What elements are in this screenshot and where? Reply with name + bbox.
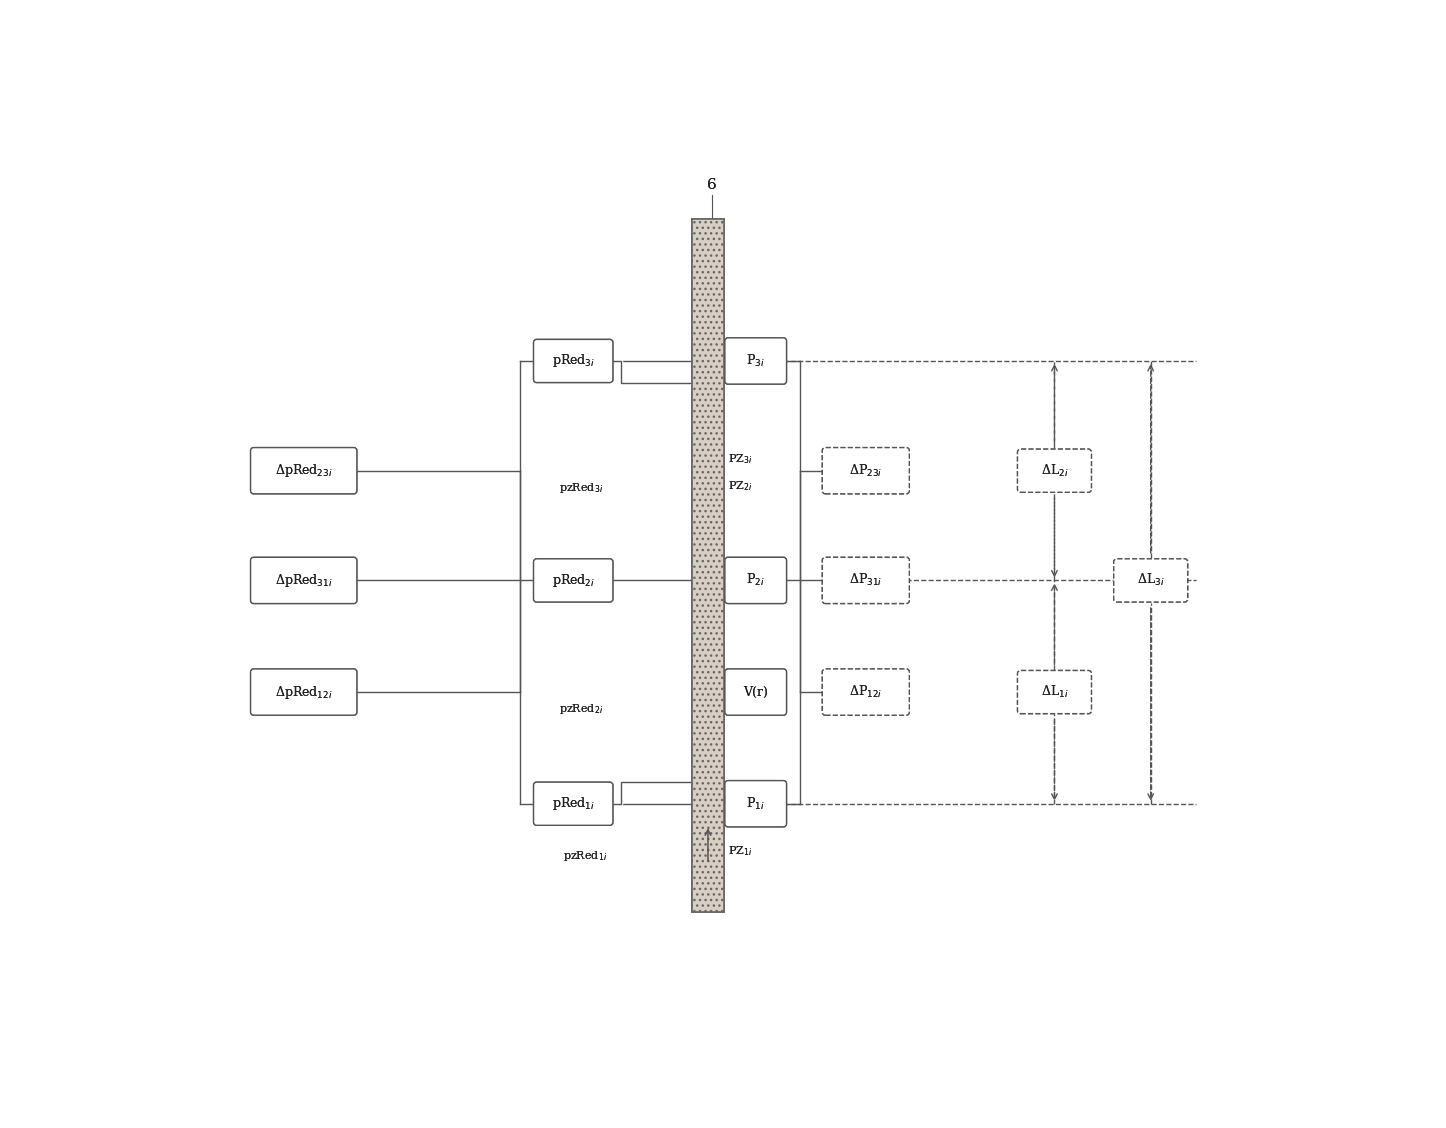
Text: PZ$_{1i}$: PZ$_{1i}$ (727, 845, 752, 858)
Text: ΔpRed$_{12i}$: ΔpRed$_{12i}$ (275, 684, 333, 700)
FancyBboxPatch shape (1113, 558, 1187, 602)
FancyBboxPatch shape (724, 557, 787, 603)
Text: pzRed$_{1i}$: pzRed$_{1i}$ (562, 849, 607, 863)
Text: ΔP$_{23i}$: ΔP$_{23i}$ (849, 462, 882, 478)
Bar (691, 219, 724, 911)
Text: ΔL$_{2i}$: ΔL$_{2i}$ (1041, 462, 1069, 478)
Text: pzRed$_{1i}$: pzRed$_{1i}$ (562, 849, 607, 863)
Text: P$_{1i}$: P$_{1i}$ (746, 795, 765, 812)
FancyBboxPatch shape (250, 669, 357, 715)
FancyBboxPatch shape (823, 448, 910, 494)
FancyBboxPatch shape (250, 448, 357, 494)
FancyBboxPatch shape (534, 558, 613, 602)
FancyBboxPatch shape (1113, 558, 1187, 602)
Text: ΔL$_{2i}$: ΔL$_{2i}$ (1041, 462, 1069, 478)
Text: pRed$_{1i}$: pRed$_{1i}$ (552, 795, 594, 812)
Text: pRed$_{3i}$: pRed$_{3i}$ (552, 352, 594, 370)
Text: ΔL$_{1i}$: ΔL$_{1i}$ (1041, 684, 1069, 700)
FancyBboxPatch shape (534, 782, 613, 826)
FancyBboxPatch shape (724, 781, 787, 827)
Text: pzRed$_{2i}$: pzRed$_{2i}$ (558, 702, 603, 716)
Text: pRed$_{1i}$: pRed$_{1i}$ (552, 795, 594, 812)
Text: V(r): V(r) (743, 686, 768, 698)
Text: ΔP$_{31i}$: ΔP$_{31i}$ (849, 572, 882, 589)
FancyBboxPatch shape (534, 340, 613, 382)
Text: PZ$_{3i}$: PZ$_{3i}$ (727, 452, 752, 466)
Text: PZ$_{2i}$: PZ$_{2i}$ (727, 479, 752, 493)
FancyBboxPatch shape (823, 557, 910, 603)
FancyBboxPatch shape (724, 338, 787, 384)
Text: pzRed$_{2i}$: pzRed$_{2i}$ (558, 702, 603, 716)
Text: ΔP$_{31i}$: ΔP$_{31i}$ (849, 572, 882, 589)
FancyBboxPatch shape (250, 669, 357, 715)
Text: V(r): V(r) (743, 686, 768, 698)
FancyBboxPatch shape (724, 557, 787, 603)
FancyBboxPatch shape (724, 669, 787, 715)
Text: ΔP$_{12i}$: ΔP$_{12i}$ (849, 684, 882, 700)
Text: pRed$_{3i}$: pRed$_{3i}$ (552, 352, 594, 370)
Text: P$_{3i}$: P$_{3i}$ (746, 353, 765, 369)
Text: ΔP$_{12i}$: ΔP$_{12i}$ (849, 684, 882, 700)
FancyBboxPatch shape (250, 448, 357, 494)
Text: ΔpRed$_{31i}$: ΔpRed$_{31i}$ (275, 572, 333, 589)
Text: 6: 6 (707, 177, 717, 192)
Text: PZ$_{2i}$: PZ$_{2i}$ (727, 479, 752, 493)
Text: pzRed$_{3i}$: pzRed$_{3i}$ (558, 481, 603, 495)
FancyBboxPatch shape (724, 781, 787, 827)
Text: P$_{1i}$: P$_{1i}$ (746, 795, 765, 812)
FancyBboxPatch shape (823, 669, 910, 715)
FancyBboxPatch shape (823, 669, 910, 715)
Text: ΔP$_{23i}$: ΔP$_{23i}$ (849, 462, 882, 478)
Text: PZ$_{3i}$: PZ$_{3i}$ (727, 452, 752, 466)
FancyBboxPatch shape (250, 557, 357, 603)
FancyBboxPatch shape (250, 557, 357, 603)
FancyBboxPatch shape (823, 557, 910, 603)
Text: pRed$_{2i}$: pRed$_{2i}$ (552, 572, 594, 589)
Text: ΔL$_{3i}$: ΔL$_{3i}$ (1137, 572, 1164, 589)
FancyBboxPatch shape (724, 338, 787, 384)
Text: 6: 6 (707, 177, 717, 192)
FancyBboxPatch shape (724, 669, 787, 715)
Text: ΔpRed$_{31i}$: ΔpRed$_{31i}$ (275, 572, 333, 589)
Text: ΔpRed$_{23i}$: ΔpRed$_{23i}$ (275, 462, 333, 479)
Text: ΔL$_{3i}$: ΔL$_{3i}$ (1137, 572, 1164, 589)
Text: ΔpRed$_{12i}$: ΔpRed$_{12i}$ (275, 684, 333, 700)
Text: pRed$_{2i}$: pRed$_{2i}$ (552, 572, 594, 589)
FancyBboxPatch shape (1018, 449, 1092, 492)
FancyBboxPatch shape (1018, 670, 1092, 714)
Text: PZ$_{1i}$: PZ$_{1i}$ (727, 845, 752, 858)
Text: P$_{2i}$: P$_{2i}$ (746, 572, 765, 589)
Text: ΔL$_{1i}$: ΔL$_{1i}$ (1041, 684, 1069, 700)
FancyBboxPatch shape (534, 782, 613, 826)
Text: ΔpRed$_{23i}$: ΔpRed$_{23i}$ (275, 462, 333, 479)
FancyBboxPatch shape (823, 448, 910, 494)
Text: P$_{3i}$: P$_{3i}$ (746, 353, 765, 369)
Text: P$_{2i}$: P$_{2i}$ (746, 572, 765, 589)
FancyBboxPatch shape (1018, 670, 1092, 714)
FancyBboxPatch shape (534, 558, 613, 602)
FancyBboxPatch shape (534, 340, 613, 382)
Text: pzRed$_{3i}$: pzRed$_{3i}$ (558, 481, 603, 495)
FancyBboxPatch shape (1018, 449, 1092, 492)
Bar (691, 219, 724, 911)
